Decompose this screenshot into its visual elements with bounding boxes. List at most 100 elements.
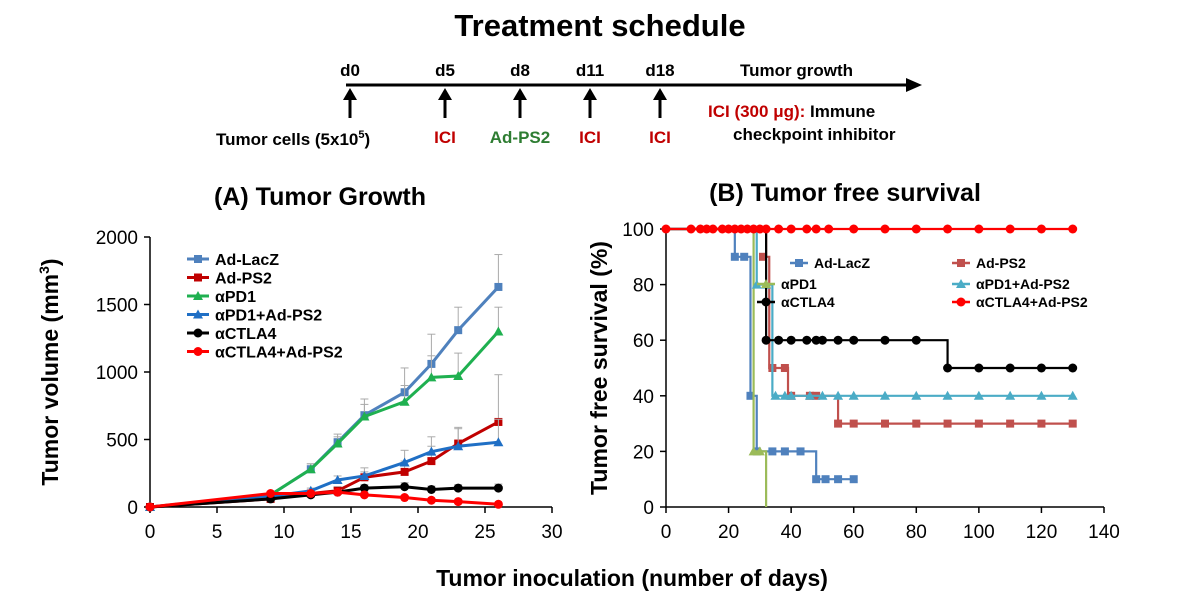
data-point [880,224,890,234]
data-point [454,326,463,335]
data-point [911,335,921,345]
x-tick-label: 140 [1088,522,1120,543]
data-point [812,475,821,484]
data-point [811,335,821,345]
schedule-label-d8: Ad-PS2 [490,128,550,147]
data-point [266,489,276,498]
data-point [817,335,827,345]
schedule-day-d11: d11 [576,61,604,80]
chart-b: 0 20 40 60 80 100 120 140 0 20 40 60 80 100 Ad-LacZ Ad-… [622,220,1120,543]
data-point [942,390,953,400]
y-tick-label: 80 [633,276,654,297]
data-point [1068,224,1078,234]
data-point [742,224,752,234]
data-point [736,224,746,234]
data-point [881,419,889,428]
legend-label: Ad-PS2 [215,271,272,288]
schedule-title: Treatment schedule [454,8,745,43]
data-point [748,446,759,456]
data-point [686,224,696,234]
x-tick-label: 0 [145,522,156,543]
y-tick-label: 60 [633,331,654,352]
data-point [1036,363,1046,373]
y-tick-label: 40 [633,387,654,408]
legend-label: αPD1+Ad-PS2 [976,276,1070,292]
legend-marker [761,297,771,307]
legend-marker [795,259,803,267]
schedule-day-d8: d8 [510,61,530,80]
data-point [761,224,771,234]
data-point [796,447,805,456]
data-point [779,390,790,400]
data-point [453,497,463,507]
schedule-label-d11: ICI [579,128,601,147]
data-point [768,447,777,456]
legend-marker [761,279,771,288]
schedule-arrowhead-d8 [513,88,527,100]
ici-note-line2: checkpoint inhibitor [733,125,896,144]
data-point [493,437,504,447]
data-point [494,282,503,291]
schedule-day-d18: d18 [645,61,674,80]
data-point [1006,419,1015,428]
data-point [359,483,369,493]
y-tick-label: 0 [127,498,138,519]
data-point [453,483,463,493]
chart-a-title: (A) Tumor Growth [214,183,426,211]
x-tick-label: 120 [1026,522,1058,543]
data-point [751,279,762,289]
legend-marker [956,297,966,307]
x-tick-label: 20 [718,522,739,543]
data-point [848,390,859,400]
data-point [724,224,734,234]
data-point [702,224,712,234]
data-point [1036,390,1047,400]
legend-marker [193,291,203,300]
tumor-cells-label: Tumor cells (5x105) [216,129,370,149]
data-point [824,224,834,234]
chart-a-ylabel: Tumor volume (mm3) [36,258,63,485]
data-point [1005,363,1015,373]
data-point [786,335,796,345]
data-point [399,457,410,467]
data-point [786,390,797,400]
schedule-day-d0: d0 [340,61,360,80]
x-tick-label: 5 [212,522,223,543]
data-point [145,502,155,512]
data-point [661,224,671,234]
x-tick-label: 100 [963,522,995,543]
data-point [761,335,771,345]
schedule-day-d5: d5 [435,61,455,80]
legend-marker [193,347,203,356]
data-point [849,335,859,345]
legend-label: Ad-LacZ [814,255,870,271]
data-point [730,252,739,261]
data-point [453,371,464,381]
legend-marker [194,273,202,282]
data-point [774,224,784,234]
data-point [730,224,740,234]
data-point [849,224,859,234]
data-point [359,490,369,500]
data-point [774,335,784,345]
data-point [880,390,890,400]
y-tick-label: 500 [106,431,138,452]
data-point [849,419,858,428]
data-point [833,335,843,345]
legend-label: αCTLA4 [215,326,276,343]
data-point [493,326,504,336]
data-point [802,335,812,345]
shared-xlabel: Tumor inoculation (number of days) [436,565,828,591]
data-point [740,252,749,261]
legend-label: αCTLA4+Ad-PS2 [976,294,1088,310]
legend-label: αCTLA4+Ad-PS2 [215,345,343,362]
data-point [426,446,437,456]
x-tick-label: 10 [273,522,294,543]
data-point [834,475,843,484]
schedule-arrowhead-d0 [343,88,357,100]
data-point [880,335,890,345]
data-point [758,252,767,261]
y-tick-label: 2000 [96,228,138,249]
data-point [1068,363,1078,373]
data-point [755,224,765,234]
